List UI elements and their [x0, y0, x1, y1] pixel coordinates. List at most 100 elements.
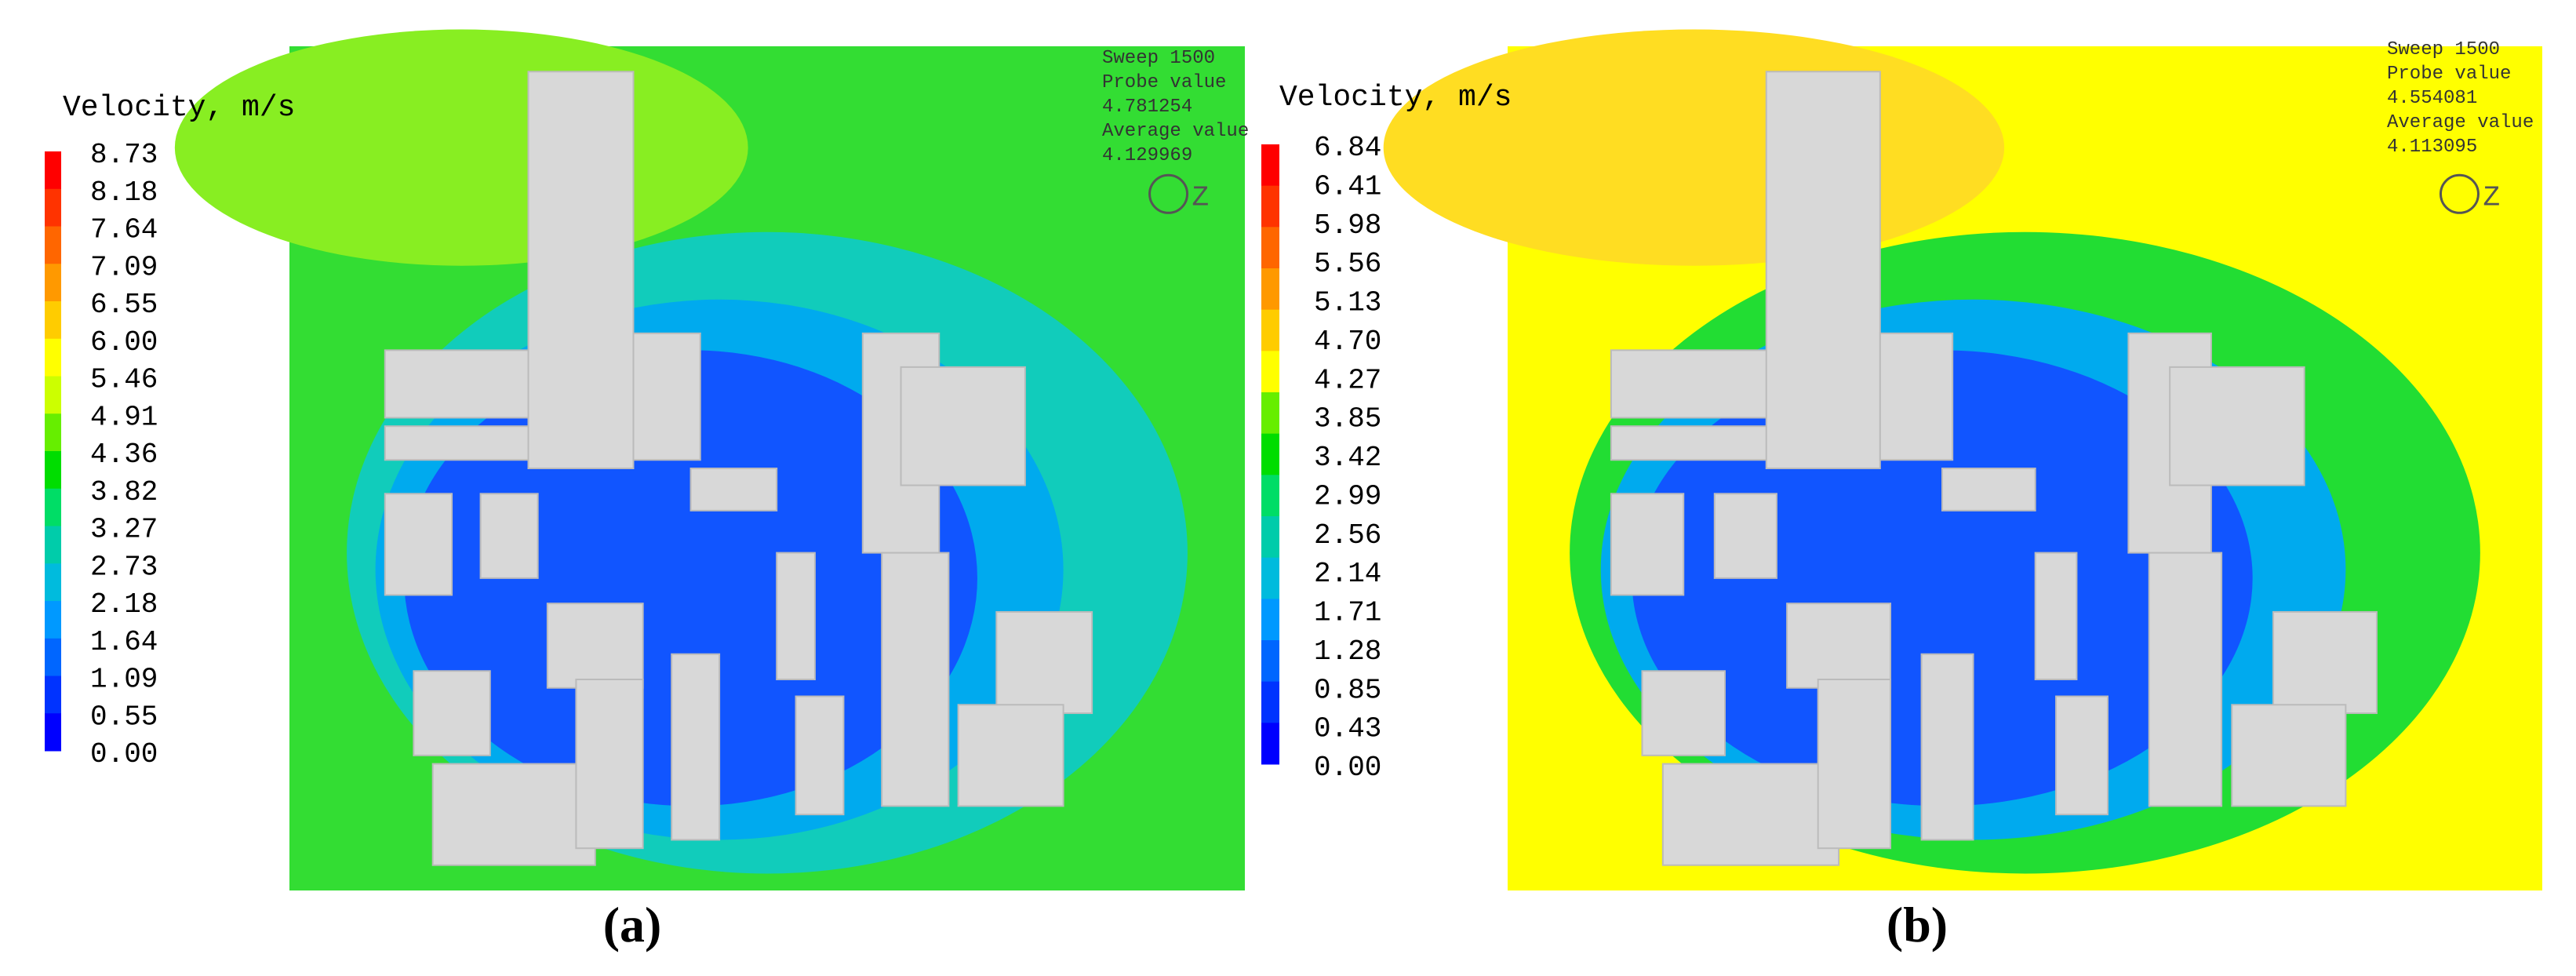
- building: [795, 695, 845, 816]
- building: [431, 763, 596, 866]
- colorbar-swatch: [45, 188, 61, 227]
- building: [527, 71, 635, 469]
- colorbar-swatch: [1261, 185, 1279, 228]
- panel: Z Velocity, m/s 6.84 6.41 5.98 5.56 5.13 4.70 4.…: [1261, 29, 2542, 952]
- legend-level: 6.00: [90, 326, 158, 359]
- legend-level: 0.55: [90, 701, 158, 733]
- colorbar-swatch: [1261, 599, 1279, 641]
- colorbar-swatch: [45, 601, 61, 639]
- building: [546, 603, 644, 689]
- legend-level: 2.18: [90, 588, 158, 621]
- colorbar-swatch: [45, 338, 61, 377]
- legend-level: 5.98: [1314, 209, 1381, 242]
- legend-title: Velocity, m/s: [63, 91, 295, 125]
- colorbar-swatch: [45, 526, 61, 564]
- legend-title: Velocity, m/s: [1279, 81, 1512, 115]
- building: [689, 468, 778, 512]
- building: [1879, 332, 1954, 461]
- panel: Z Velocity, m/s 8.73 8.18 7.64 7.09 6.55 6.00 5.…: [45, 29, 1249, 952]
- colorbar-swatch: [45, 376, 61, 414]
- legend-level: 6.55: [90, 289, 158, 321]
- building: [1941, 468, 2036, 512]
- flow-region: [1383, 29, 2005, 266]
- building: [1786, 603, 1892, 689]
- colorbar-swatch: [45, 451, 61, 490]
- colorbar-swatch: [1261, 392, 1279, 435]
- building: [957, 704, 1064, 807]
- building: [776, 552, 816, 680]
- legend-level: 1.28: [1314, 635, 1381, 668]
- colorbar-swatch: [1261, 227, 1279, 269]
- building: [1920, 653, 1974, 841]
- legend-level: 6.84: [1314, 132, 1381, 164]
- legend-level: 4.36: [90, 439, 158, 471]
- building: [881, 552, 950, 807]
- legend-level: 7.09: [90, 251, 158, 283]
- probe-info: Average value: [2387, 112, 2534, 133]
- legend-level: 3.27: [90, 514, 158, 546]
- probe-info: 4.113095: [2387, 137, 2477, 158]
- legend-level: 0.00: [1314, 752, 1381, 784]
- building: [2272, 610, 2378, 715]
- legend-level: 4.70: [1314, 326, 1381, 358]
- colorbar-swatch: [45, 151, 61, 190]
- compass: [1148, 173, 1189, 214]
- building: [995, 610, 1093, 715]
- compass-z: Z: [2483, 181, 2500, 213]
- colorbar-swatch: [1261, 640, 1279, 683]
- legend-level: 2.56: [1314, 519, 1381, 552]
- panel-label: (a): [603, 897, 662, 952]
- legend-level: 1.71: [1314, 597, 1381, 629]
- building: [413, 670, 491, 756]
- colorbar-swatch: [45, 563, 61, 602]
- probe-info: 4.129969: [1102, 145, 1192, 166]
- building: [900, 366, 1026, 486]
- building: [575, 679, 644, 850]
- building: [2055, 695, 2109, 816]
- building: [2169, 366, 2305, 486]
- compass: [2439, 173, 2480, 214]
- building: [1661, 763, 1840, 866]
- legend-level: 4.27: [1314, 364, 1381, 396]
- colorbar-swatch: [45, 676, 61, 714]
- colorbar-swatch: [1261, 433, 1279, 475]
- legend-level: 3.85: [1314, 403, 1381, 435]
- probe-info: 4.554081: [2387, 88, 2477, 109]
- colorbar-swatch: [1261, 351, 1279, 393]
- probe-info: Probe value: [2387, 64, 2511, 85]
- colorbar-swatch: [45, 488, 61, 526]
- colorbar-swatch: [1261, 723, 1279, 765]
- probe-info: 4.781254: [1102, 97, 1192, 118]
- colorbar-swatch: [1261, 309, 1279, 351]
- legend-level: 4.91: [90, 401, 158, 433]
- building: [2148, 552, 2223, 807]
- building: [632, 332, 701, 461]
- legend-level: 1.64: [90, 626, 158, 658]
- building: [1713, 493, 1777, 579]
- legend-level: 5.13: [1314, 287, 1381, 319]
- colorbar-swatch: [45, 713, 61, 752]
- probe-info: Average value: [1102, 121, 1249, 142]
- building: [2231, 704, 2347, 807]
- legend-level: 8.73: [90, 139, 158, 171]
- building: [2034, 552, 2078, 680]
- colorbar-swatch: [1261, 557, 1279, 599]
- probe-info: Sweep 1500: [1102, 48, 1215, 69]
- legend-level: 2.73: [90, 551, 158, 583]
- colorbar-swatch: [1261, 475, 1279, 517]
- panel-label: (b): [1887, 897, 1948, 952]
- colorbar-swatch: [45, 638, 61, 676]
- legend-level: 5.46: [90, 364, 158, 396]
- colorbar-swatch: [1261, 516, 1279, 559]
- legend-level: 0.85: [1314, 674, 1381, 706]
- colorbar-swatch: [45, 226, 61, 264]
- legend-level: 6.41: [1314, 170, 1381, 202]
- legend-level: 0.00: [90, 738, 158, 770]
- legend-level: 8.18: [90, 177, 158, 209]
- probe-info: Sweep 1500: [2387, 39, 2500, 60]
- legend-level: 3.42: [1314, 442, 1381, 474]
- building: [479, 493, 539, 579]
- legend-level: 0.43: [1314, 713, 1381, 745]
- legend-level: 2.99: [1314, 480, 1381, 512]
- colorbar-swatch: [45, 301, 61, 340]
